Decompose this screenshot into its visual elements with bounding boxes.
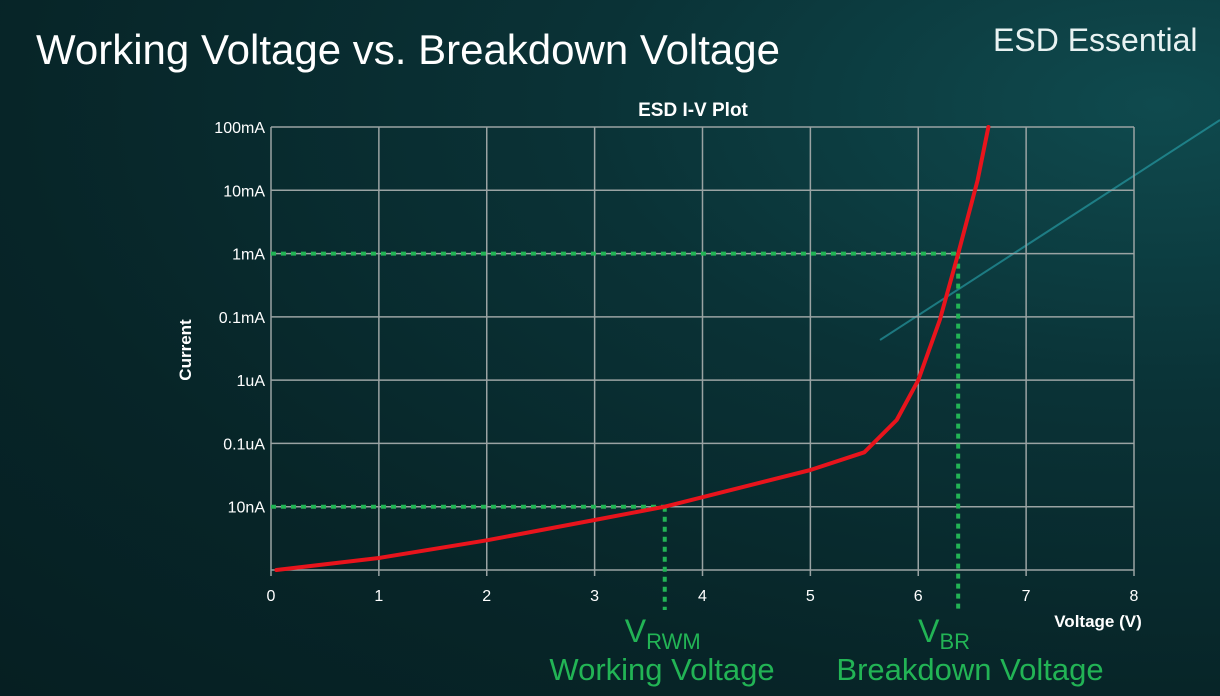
x-tick-label: 6 xyxy=(914,588,923,605)
annotation-caption: Working Voltage xyxy=(549,652,774,687)
y-tick-label: 10nA xyxy=(228,500,266,517)
brand-logo-text: ESD Essential xyxy=(993,22,1198,58)
y-axis-label: Current xyxy=(176,319,195,381)
chart-title: ESD I-V Plot xyxy=(638,100,748,121)
y-tick-label: 10mA xyxy=(223,183,265,200)
y-tick-label: 0.1mA xyxy=(219,310,266,327)
x-axis-label: Voltage (V) xyxy=(1054,612,1142,631)
annotation-symbol-main: V xyxy=(625,613,647,649)
x-tick-label: 4 xyxy=(698,588,707,605)
annotation-caption: Breakdown Voltage xyxy=(836,652,1103,687)
x-tick-label: 8 xyxy=(1130,588,1139,605)
y-tick-label: 0.1uA xyxy=(223,436,265,453)
light-streak xyxy=(879,119,1220,341)
slide-title: Working Voltage vs. Breakdown Voltage xyxy=(36,26,781,73)
x-tick-label: 0 xyxy=(267,588,276,605)
decorative-streak xyxy=(879,119,1220,341)
iv-curve xyxy=(274,125,991,572)
annotation-symbol-subscript: RWM xyxy=(646,629,701,654)
annotation-symbol: VRWM xyxy=(625,613,701,654)
x-tick-label: 1 xyxy=(374,588,383,605)
y-tick-label: 1uA xyxy=(237,373,266,390)
y-tick-label: 100mA xyxy=(214,120,265,137)
y-tick-label: 1mA xyxy=(232,247,265,264)
annotation-symbol-subscript: BR xyxy=(940,629,971,654)
x-tick-label: 2 xyxy=(482,588,491,605)
x-tick-label: 5 xyxy=(806,588,815,605)
annotation-symbol-main: V xyxy=(918,613,940,649)
annotation-symbol: VBR xyxy=(918,613,970,654)
x-tick-label: 3 xyxy=(590,588,599,605)
x-tick-label: 7 xyxy=(1022,588,1031,605)
